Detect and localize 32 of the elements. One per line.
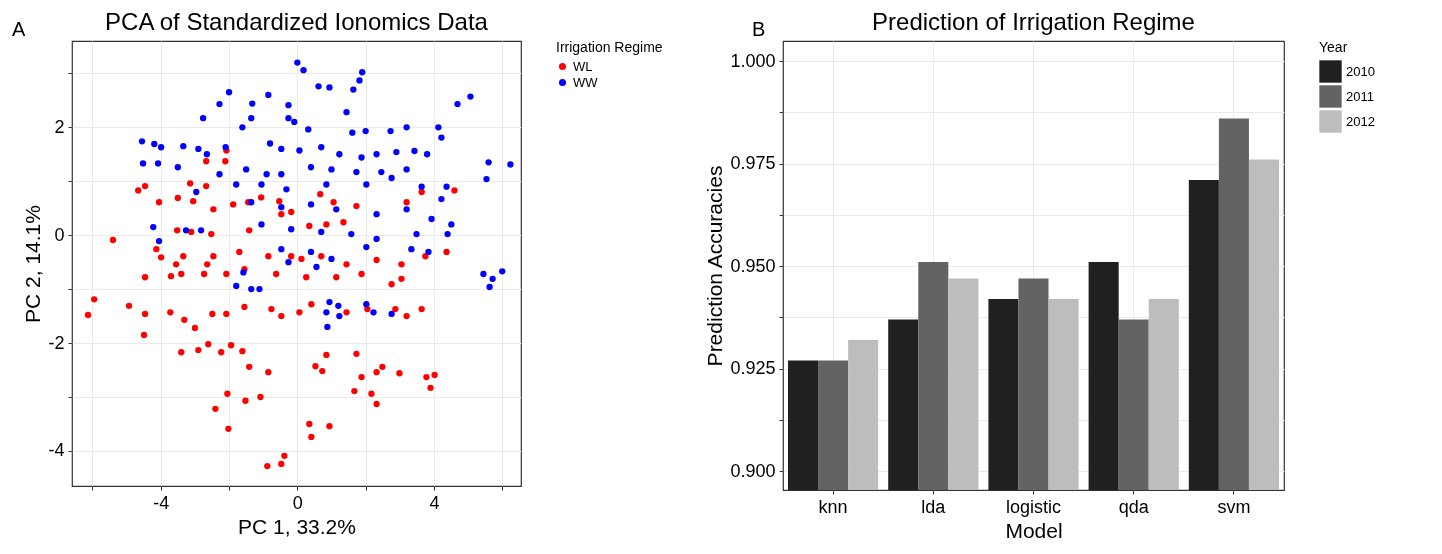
x-tick-label: 4: [429, 492, 440, 513]
x-axis-title: Model: [1005, 518, 1063, 542]
y-tick-label: -2: [48, 332, 65, 353]
x-tick-label: lda: [921, 496, 947, 517]
y-tick-label: 0.975: [730, 153, 776, 174]
y-tick-label: -4: [48, 440, 65, 461]
y-tick-label: 0.925: [730, 358, 776, 379]
legend-label: 2010: [1346, 63, 1375, 79]
y-axis-title: PC 2, 14.1%: [21, 205, 45, 323]
legend-label: WL: [573, 58, 593, 74]
legend-label: 2011: [1346, 88, 1374, 104]
x-tick-label: -4: [153, 492, 170, 513]
text: B: [752, 18, 766, 41]
x-axis-title: PC 1, 33.2%: [238, 514, 356, 538]
y-tick-label: 0.900: [730, 460, 776, 481]
x-tick-label: svm: [1217, 496, 1251, 517]
y-tick-label: 0.950: [730, 255, 776, 276]
x-tick-label: knn: [818, 496, 848, 517]
y-tick-label: 0: [54, 224, 65, 245]
y-axis-title: Prediction Accuracies: [703, 165, 727, 367]
x-tick-label: qda: [1118, 496, 1150, 517]
legend-title: Irrigation Regime: [556, 39, 663, 55]
legend-label: WW: [573, 74, 599, 90]
x-tick-label: 0: [292, 492, 303, 513]
y-tick-label: 1.000: [730, 50, 776, 71]
legend-title: Year: [1319, 39, 1348, 55]
y-tick-label: 2: [54, 116, 65, 137]
text: A: [12, 18, 26, 41]
chart-title: PCA of Standardized Ionomics Data: [105, 8, 489, 35]
x-tick-label: logistic: [1005, 496, 1062, 517]
chart-title: Prediction of Irrigation Regime: [872, 8, 1195, 35]
legend-label: 2012: [1346, 113, 1375, 129]
